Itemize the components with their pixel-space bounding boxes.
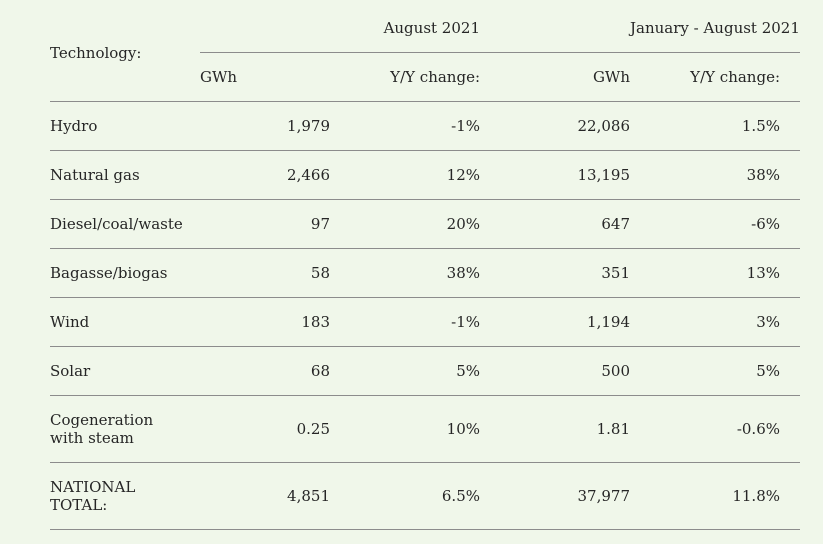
table-row: Cogeneration with steam 0.25 10% 1.81 -0…: [0, 395, 823, 462]
ytd-yy-cell: -0.6%: [736, 420, 780, 438]
aug-gwh-cell: 4,851: [287, 487, 330, 505]
technology-cell: Hydro: [50, 117, 98, 135]
aug-yy-cell: 12%: [446, 166, 480, 184]
row-divider: [50, 462, 800, 463]
technology-cell: Bagasse/biogas: [50, 264, 168, 282]
technology-cell: Diesel/coal/waste: [50, 215, 183, 233]
aug-gwh-cell: 2,466: [287, 166, 330, 184]
ytd-yy-cell: 3%: [756, 313, 780, 331]
ytd-gwh-cell: 500: [601, 362, 630, 380]
aug-yy-cell: 20%: [446, 215, 480, 233]
ytd-yy-cell: -6%: [751, 215, 780, 233]
table-row-total: NATIONAL TOTAL: 4,851 6.5% 37,977 11.8%: [0, 462, 823, 529]
aug-gwh-cell: 1,979: [287, 117, 330, 135]
aug-yy-cell: 10%: [446, 420, 480, 438]
aug-gwh-cell: 58: [310, 264, 330, 282]
ytd-gwh-cell: 37,977: [577, 487, 631, 505]
aug-yy-cell: -1%: [451, 313, 480, 331]
ytd-gwh-cell: 351: [601, 264, 630, 282]
period-august-2021-header: August 2021: [383, 19, 480, 37]
row-divider: [50, 346, 800, 347]
row-divider: [50, 395, 800, 396]
aug-yy-cell: 6.5%: [441, 487, 480, 505]
table-row: Hydro 1,979 -1% 22,086 1.5%: [0, 101, 823, 150]
aug-yy-cell: 38%: [446, 264, 480, 282]
row-divider: [50, 529, 800, 530]
gwh-header-ytd: GWh: [592, 68, 630, 86]
table-row: Bagasse/biogas 58 38% 351 13%: [0, 248, 823, 297]
ytd-gwh-cell: 1,194: [587, 313, 630, 331]
ytd-gwh-cell: 1.81: [596, 420, 630, 438]
ytd-yy-cell: 38%: [746, 166, 780, 184]
ytd-yy-cell: 11.8%: [732, 487, 780, 505]
row-divider: [50, 199, 800, 200]
aug-gwh-cell: 0.25: [296, 420, 330, 438]
yy-change-header-august: Y/Y change:: [390, 68, 480, 86]
technology-cell: Solar: [50, 362, 91, 380]
header-divider: [200, 52, 800, 53]
gwh-header-august: GWh: [200, 68, 238, 86]
yy-change-header-ytd: Y/Y change:: [690, 68, 780, 86]
ytd-yy-cell: 5%: [756, 362, 780, 380]
technology-header: Technology:: [50, 44, 142, 62]
table-row: Natural gas 2,466 12% 13,195 38%: [0, 150, 823, 199]
aug-gwh-cell: 68: [310, 362, 330, 380]
row-divider: [50, 248, 800, 249]
technology-cell: Wind: [50, 313, 90, 331]
ytd-gwh-cell: 22,086: [577, 117, 631, 135]
ytd-yy-cell: 13%: [746, 264, 780, 282]
ytd-gwh-cell: 647: [601, 215, 630, 233]
table-row: Diesel/coal/waste 97 20% 647 -6%: [0, 199, 823, 248]
table-row: Solar 68 5% 500 5%: [0, 346, 823, 395]
row-divider: [50, 297, 800, 298]
aug-yy-cell: -1%: [451, 117, 480, 135]
ytd-yy-cell: 1.5%: [741, 117, 780, 135]
table-row: Wind 183 -1% 1,194 3%: [0, 297, 823, 346]
period-jan-aug-2021-header: January - August 2021: [630, 19, 800, 37]
technology-cell: NATIONAL TOTAL:: [50, 478, 136, 514]
row-divider: [50, 101, 800, 102]
ytd-gwh-cell: 13,195: [577, 166, 631, 184]
aug-yy-cell: 5%: [456, 362, 480, 380]
technology-cell: Cogeneration with steam: [50, 411, 154, 447]
aug-gwh-cell: 97: [310, 215, 330, 233]
technology-cell: Natural gas: [50, 166, 140, 184]
row-divider: [50, 150, 800, 151]
aug-gwh-cell: 183: [301, 313, 330, 331]
